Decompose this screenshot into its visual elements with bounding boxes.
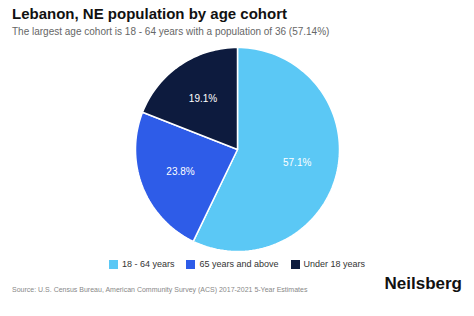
html-text:65 years and above: 65 years and above bbox=[199, 259, 279, 269]
html-text:18 - 64 years: 18 - 64 years bbox=[121, 259, 175, 269]
html-text:Neilsberg: Neilsberg bbox=[384, 274, 462, 293]
html-text:Lebanon, NE population by age: Lebanon, NE population by age cohort bbox=[12, 5, 287, 22]
svg-text:57.1%: 57.1% bbox=[283, 157, 311, 168]
svg-text:19.1%: 19.1% bbox=[189, 93, 217, 104]
html-text:The largest age cohort is 18 -: The largest age cohort is 18 - 64 years … bbox=[12, 26, 330, 37]
html-text:Under 18 years: Under 18 years bbox=[303, 259, 366, 269]
html-text:Source: U.S. Census Bureau, Am: Source: U.S. Census Bureau, American Com… bbox=[12, 286, 308, 293]
svg-text:23.8%: 23.8% bbox=[166, 166, 194, 177]
